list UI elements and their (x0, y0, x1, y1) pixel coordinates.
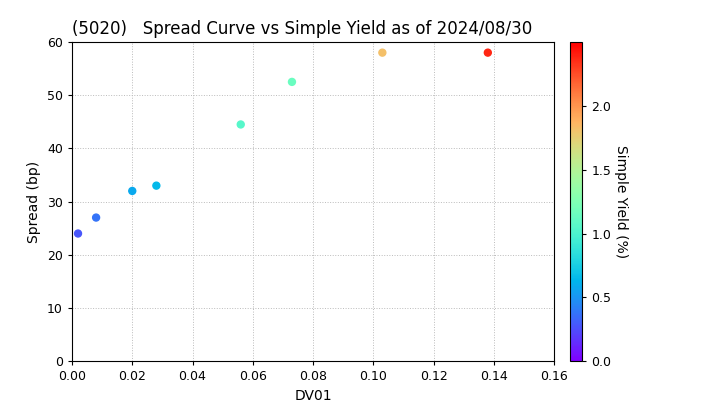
Point (150, 182, 162, 189)
Point (235, 121, 246, 128)
Point (72, 230, 84, 237)
Y-axis label: Simple Yield (%): Simple Yield (%) (614, 145, 628, 258)
Point (482, 49, 494, 56)
Point (287, 79, 298, 85)
X-axis label: DV01: DV01 (294, 389, 332, 403)
Point (377, 49, 388, 56)
Point (127, 188, 138, 194)
Y-axis label: Spread (bp): Spread (bp) (27, 160, 42, 243)
Point (90, 214, 102, 221)
Text: (5020)   Spread Curve vs Simple Yield as of 2024/08/30: (5020) Spread Curve vs Simple Yield as o… (72, 20, 532, 38)
